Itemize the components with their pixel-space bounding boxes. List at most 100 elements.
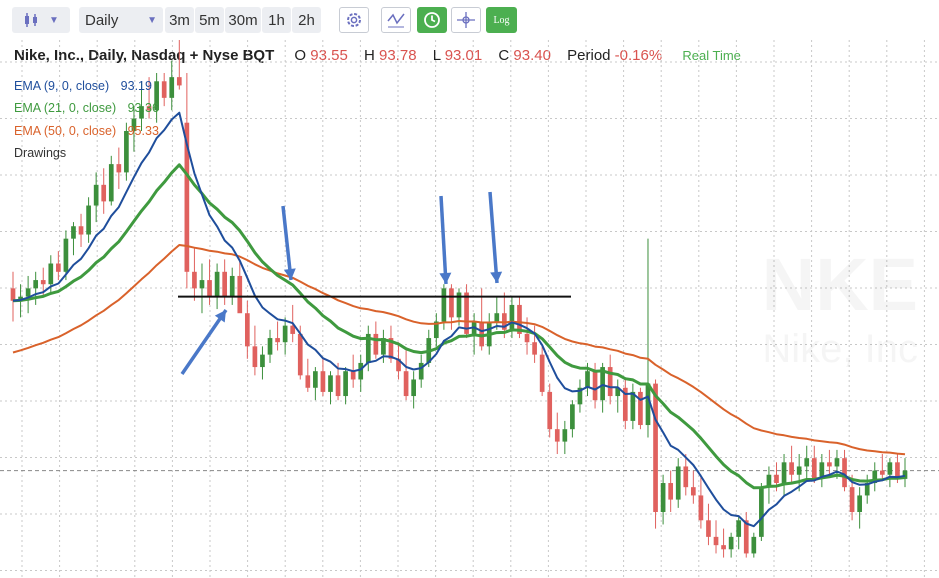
candle-body (864, 483, 870, 496)
candle-body (108, 164, 114, 202)
candle-body (554, 429, 560, 442)
timeframe-label: 3m (169, 11, 190, 29)
annotation-arrow-shaft (281, 205, 293, 281)
candle-body (895, 462, 900, 479)
interval-select[interactable]: Daily ▼ (79, 7, 163, 33)
timeframe-3m-button[interactable]: 3m (165, 7, 194, 33)
ema50-line (12, 244, 906, 456)
candle-body (305, 375, 311, 388)
annotation-arrow-shaft (180, 309, 228, 375)
candle-body (433, 321, 439, 339)
candle-body (237, 275, 243, 314)
candle-body (849, 487, 855, 513)
candle-body (645, 383, 651, 426)
legend-ema50[interactable]: EMA (50, 0, close) 95.33 (14, 124, 159, 138)
timeframe-30m-button[interactable]: 30m (225, 7, 261, 33)
candle-body (660, 483, 666, 513)
log-label: Log (493, 14, 510, 26)
candle-body (101, 184, 107, 202)
annotation-arrow-head (490, 271, 503, 283)
candle-body (124, 130, 129, 173)
candle-body (804, 458, 810, 467)
candle-body (759, 487, 764, 537)
candlestick-bars-icon (25, 13, 38, 27)
candle-body (464, 292, 469, 334)
candle-body (902, 470, 908, 479)
candle-body (343, 371, 348, 397)
candle-body (275, 338, 280, 343)
candle-body (570, 404, 575, 430)
watermark-name: Nike, Inc (762, 327, 918, 371)
candle-body (244, 313, 250, 347)
candle-body (78, 226, 84, 235)
candle-body (585, 371, 590, 388)
candle-body (411, 379, 416, 397)
candle-body (577, 387, 583, 405)
low-label: L (432, 47, 441, 64)
log-scale-button[interactable]: Log (486, 7, 517, 33)
legend-ema9[interactable]: EMA (9, 0, close) 93.19 (14, 79, 152, 93)
drawing-tools-icon (387, 13, 405, 28)
candle-body (600, 367, 605, 401)
legend-label: EMA (9, 0, close) (14, 79, 110, 93)
legend-label: Drawings (14, 146, 67, 160)
gear-icon (347, 13, 361, 27)
candle-body (350, 371, 356, 380)
crosshair-button[interactable] (451, 7, 481, 33)
timeframe-1h-button[interactable]: 1h (262, 7, 291, 33)
candle-body (86, 205, 91, 235)
annotation-arrow-head (283, 268, 296, 280)
candle-body (328, 375, 333, 392)
timeframe-label: 30m (228, 11, 258, 29)
candle-body (192, 271, 197, 289)
candle-body (56, 263, 61, 272)
chart-style-button[interactable]: ▼ (12, 7, 70, 33)
candle-body (169, 77, 175, 98)
candle-body (690, 487, 696, 496)
candle-body (879, 470, 885, 475)
candle-body (796, 466, 802, 475)
candle-body (668, 483, 674, 500)
candle-body (653, 383, 658, 513)
candle-body (456, 292, 462, 318)
legend-value: 93.36 (127, 101, 159, 115)
legend-drawings[interactable]: Drawings (14, 146, 66, 160)
period-label: Period (567, 47, 611, 64)
candle-body (789, 462, 794, 475)
candle-body (48, 263, 54, 285)
open-label: O (294, 47, 307, 64)
candle-body (33, 280, 39, 289)
timeframe-5m-button[interactable]: 5m (195, 7, 224, 33)
candle-body (827, 462, 832, 467)
candle-body (683, 466, 689, 488)
candle-body (592, 371, 598, 401)
candle-body (161, 81, 167, 98)
ema9-line (12, 111, 906, 528)
candle-body (630, 391, 636, 421)
annotation-arrow-head (439, 272, 452, 284)
legend-value: 95.33 (127, 124, 159, 138)
annotation-arrow-shaft (488, 191, 499, 284)
candle-body (675, 466, 681, 500)
legend-ema21[interactable]: EMA (21, 0, close) 93.36 (14, 101, 159, 115)
candle-body (706, 520, 711, 537)
toolbar: ▼ Daily ▼ 3m 5m 30m 1h 2h Log (0, 0, 939, 40)
candle-body (18, 296, 23, 301)
candle-body (139, 106, 144, 119)
candle-body (479, 321, 485, 347)
candle-body (449, 288, 454, 318)
timeframe-label: 2h (298, 11, 315, 29)
legend-label: EMA (21, 0, close) (14, 101, 117, 115)
candle-body (622, 387, 628, 421)
candle-body (396, 358, 401, 372)
settings-button[interactable] (339, 7, 369, 33)
candle-body (63, 238, 69, 272)
timeframe-2h-button[interactable]: 2h (292, 7, 321, 33)
candle-body (547, 391, 553, 430)
clock-button[interactable] (417, 7, 447, 33)
candle-body (615, 387, 621, 397)
candle-body (736, 520, 742, 537)
drawing-tools-button[interactable] (381, 7, 411, 33)
candle-body (766, 474, 772, 488)
